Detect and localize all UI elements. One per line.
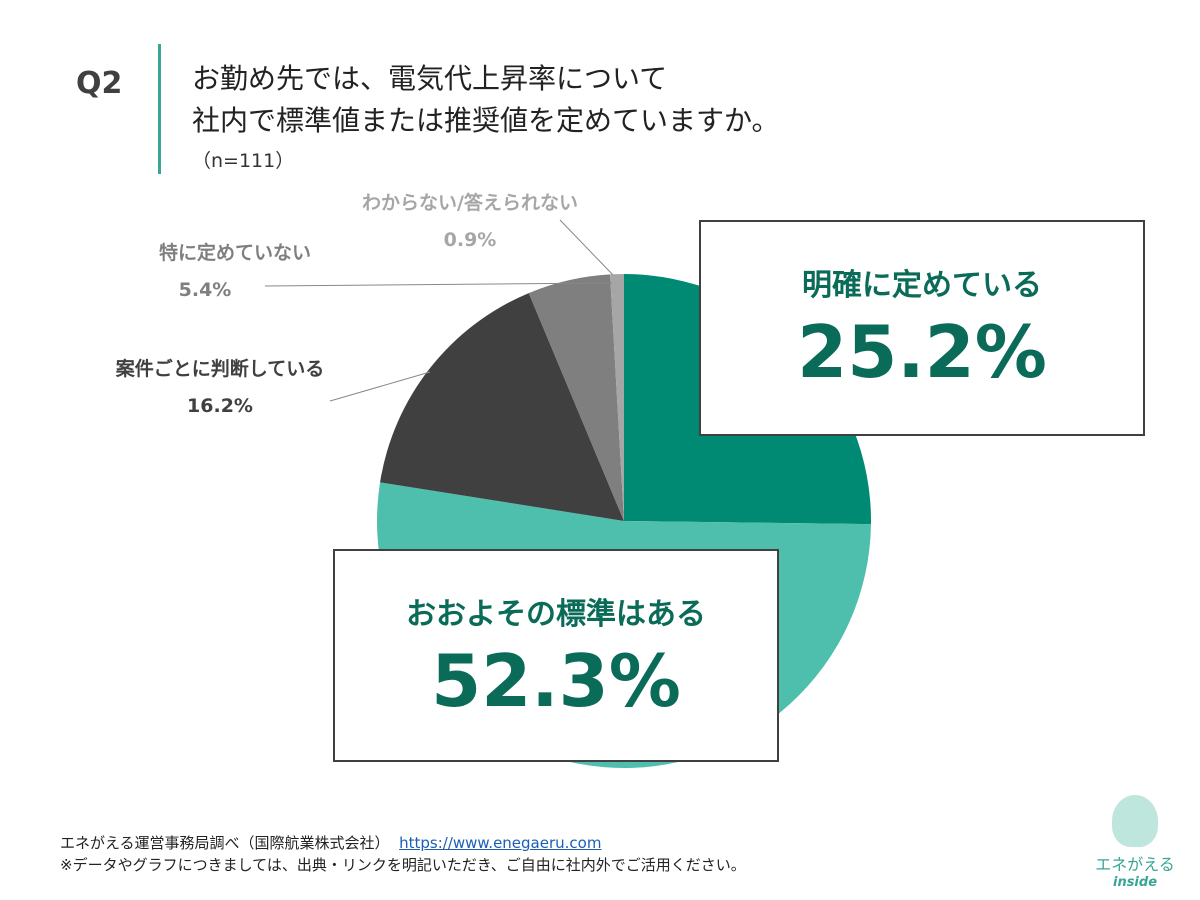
divider [158, 44, 161, 174]
label-text: わからない/答えられない [362, 192, 578, 214]
leader-line-5.4 [264, 282, 613, 287]
pie-slice-3 [528, 274, 624, 521]
callout-box-0: 明確に定めている 25.2% [699, 220, 1145, 436]
logo: エネがえる inside [1090, 795, 1180, 890]
callout-value: 25.2% [797, 310, 1047, 394]
leader-line-16.2 [329, 371, 431, 402]
title-line-1: お勤め先では、電気代上昇率について [192, 62, 668, 95]
callout-box-1: おおよその標準はある 52.3% [333, 549, 779, 762]
source-link[interactable]: https://www.enegaeru.com [399, 834, 602, 852]
callout-label: 明確に定めている [802, 268, 1042, 303]
pie-slice-2 [380, 293, 624, 521]
callout-label: おおよその標準はある [406, 597, 706, 632]
logo-name: エネがえる [1095, 855, 1175, 874]
logo-sub: inside [1112, 875, 1158, 890]
title-line-2: 社内で標準値または推奨値を定めていますか。 [192, 104, 780, 137]
label-value: 0.9% [443, 229, 497, 251]
callout-value: 52.3% [431, 639, 681, 723]
pie-slice-4 [610, 274, 624, 521]
question-number: Q2 [76, 66, 123, 101]
footer: エネがえる運営事務局調べ（国際航業株式会社） https://www.enega… [60, 832, 746, 876]
page-title: お勤め先では、電気代上昇率について 社内で標準値または推奨値を定めていますか。 [192, 58, 779, 142]
slice-label-3: 特に定めていない 5.4% [130, 238, 340, 301]
label-value: 5.4% [178, 279, 232, 301]
logo-icon [1112, 795, 1158, 847]
leader-line-0.9 [559, 219, 614, 276]
label-value: 16.2% [187, 395, 253, 417]
label-text: 特に定めていない [158, 242, 311, 264]
usage-note: ※データやグラフにつきましては、出典・リンクを明記いただき、ご自由に社内外でご活… [60, 856, 746, 874]
source-text: エネがえる運営事務局調べ（国際航業株式会社） [60, 834, 390, 852]
slice-label-2: 案件ごとに判断している 16.2% [90, 354, 350, 417]
sample-size: （n=111） [192, 150, 295, 172]
label-text: 案件ごとに判断している [115, 358, 325, 380]
slice-label-4: わからない/答えられない 0.9% [330, 188, 610, 251]
